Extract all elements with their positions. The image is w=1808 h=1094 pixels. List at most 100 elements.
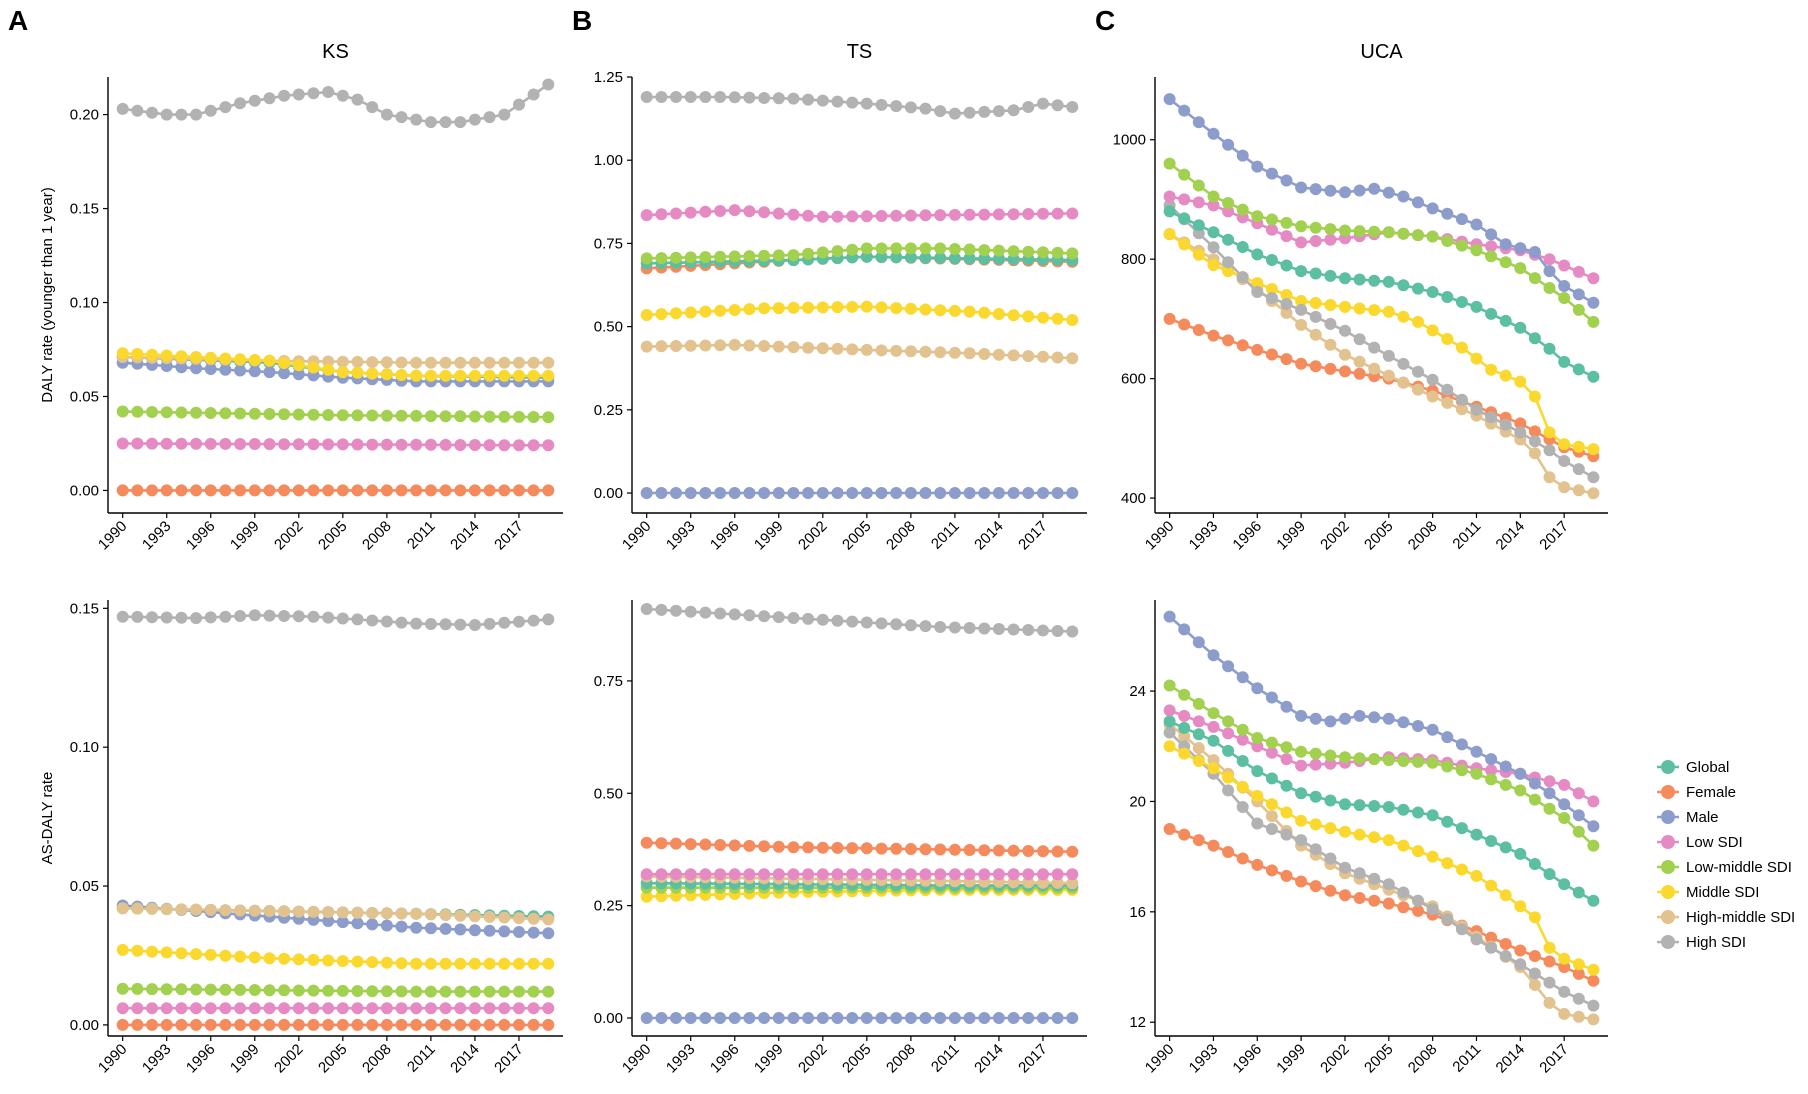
p2-point-male [1572,288,1585,301]
p5-point-female [1368,894,1381,907]
p5-point-middle-sdi [1455,863,1468,876]
p4-point-high-sdi [743,609,756,622]
p3-point-high-middle-sdi [454,909,467,922]
p1-point-low-sdi [831,210,844,223]
ts-asdaly-chart: 0.00 0.25 0.50 0.75 1990 1993 1996 1999 2002 2005… [594,600,1087,1076]
p1-point-high-sdi [1022,101,1035,113]
p1-point-high-sdi [728,91,741,104]
p3-point-low-middle-sdi [116,982,129,995]
p4-point-female [963,844,976,856]
p5-point-high-sdi [1587,999,1600,1012]
p2-point-male [1514,242,1527,255]
p4-point-high-sdi [1007,623,1020,636]
p3-x-tick-label: 2005 [315,1041,351,1077]
p0-point-female [483,484,496,497]
p2-point-middle-sdi [1295,295,1308,307]
p2-point-low-middle-sdi [1222,197,1235,209]
p0-point-low-middle-sdi [190,406,203,419]
p5-point-global [1178,721,1191,734]
p0-point-high-sdi [116,102,129,115]
p3-point-female [468,1018,481,1031]
p1-point-high-sdi [934,105,947,118]
p5-point-low-sdi [1251,740,1264,753]
p3-point-female [351,1018,364,1031]
p2-point-male [1558,280,1571,292]
p2-point-middle-sdi [1397,310,1410,323]
p4-point-male [640,1012,653,1024]
p5-point-high-middle-sdi [1528,978,1541,991]
p2-point-male [1470,218,1483,231]
p5-point-middle-sdi [1280,806,1293,819]
p5-x-tick-label: 1999 [1273,1041,1309,1077]
p3-x-tick-label: 1990 [95,1041,131,1077]
p3-point-high-sdi [483,617,496,630]
legend-marker-low-sdi [1661,835,1675,849]
p0-x-tick-label: 1990 [95,518,131,554]
p2-point-high-sdi [1207,241,1220,254]
p1-point-low-sdi [948,208,961,221]
p5-x-tick-label: 1993 [1186,1041,1222,1077]
p3-point-middle-sdi [263,952,276,965]
p4-point-male [890,1012,903,1024]
p1-point-low-sdi [992,208,1005,221]
p3-point-low-sdi [424,1002,437,1015]
p0-point-high-sdi [204,104,217,117]
p5-point-high-middle-sdi [1192,742,1205,755]
p0-point-high-middle-sdi [380,356,393,369]
p5-point-middle-sdi [1295,814,1308,827]
p2-point-high-sdi [1514,426,1527,439]
p5-point-global [1397,803,1410,816]
p4-point-female [1007,844,1020,857]
p2-x-tick-label: 1999 [1273,518,1309,554]
p1-point-high-sdi [948,107,961,120]
ts-daly-chart: TS 0.00 0.25 0.50 0.75 1.00 1.25 1990 1993 1996 19… [594,41,1087,553]
p2-point-high-middle-sdi [1543,471,1556,484]
p3-point-high-sdi [278,610,291,622]
p3-point-low-sdi [483,1002,496,1015]
p1-point-middle-sdi [1051,312,1064,325]
p3-point-low-sdi [380,1002,393,1015]
p1-point-low-middle-sdi [728,250,741,263]
p1-point-male [1066,487,1079,499]
p1-point-middle-sdi [904,302,917,315]
p5-point-high-middle-sdi [1572,1010,1585,1023]
p4-y-tick-label: 0.25 [594,898,623,915]
p4-point-female [640,836,653,849]
p2-point-male [1339,186,1351,199]
uca-asdaly-chart: 12 16 20 24 1990 1993 1996 1999 2002 2005 2008 2011… [1129,600,1608,1076]
p4-x-tick-label: 1993 [663,1041,699,1077]
p5-point-low-middle-sdi [1295,745,1308,758]
p0-point-female [131,484,144,497]
p3-point-low-sdi [204,1002,217,1015]
p4-point-female [1037,845,1049,858]
p4-point-female [802,841,815,854]
p3-y-tick-label: 0.05 [70,878,99,895]
p2-point-low-sdi [1178,193,1191,206]
p0-point-low-middle-sdi [395,409,408,422]
p5-point-global [1499,841,1512,854]
p1-point-high-middle-sdi [699,339,712,352]
p1-point-middle-sdi [787,301,800,314]
p3-point-male [542,927,555,940]
p2-point-high-sdi [1309,310,1322,323]
p5-series-high-sdi [1163,726,1600,1012]
p4-point-female [846,842,859,855]
p4-point-low-sdi [1022,868,1035,881]
p2-point-low-middle-sdi [1587,315,1600,328]
p5-series-middle-sdi [1163,740,1600,976]
p5-point-female [1572,967,1585,980]
p2-point-male [1412,196,1424,209]
p5-point-middle-sdi [1192,755,1205,767]
p0-point-female [351,484,364,497]
p4-y-tick-label: 0.00 [594,1010,623,1027]
p3-point-female [248,1018,261,1031]
p4-point-male [684,1012,697,1024]
p5-point-female [1265,864,1278,877]
p0-point-low-middle-sdi [483,410,496,423]
p3-y-tick-label: 0.00 [70,1017,99,1034]
legend-marker-high-sdi [1661,935,1675,949]
p1-point-high-middle-sdi [714,339,727,352]
p2-point-male [1324,184,1337,197]
p2-point-low-middle-sdi [1426,230,1439,243]
p5-point-low-middle-sdi [1309,747,1322,760]
